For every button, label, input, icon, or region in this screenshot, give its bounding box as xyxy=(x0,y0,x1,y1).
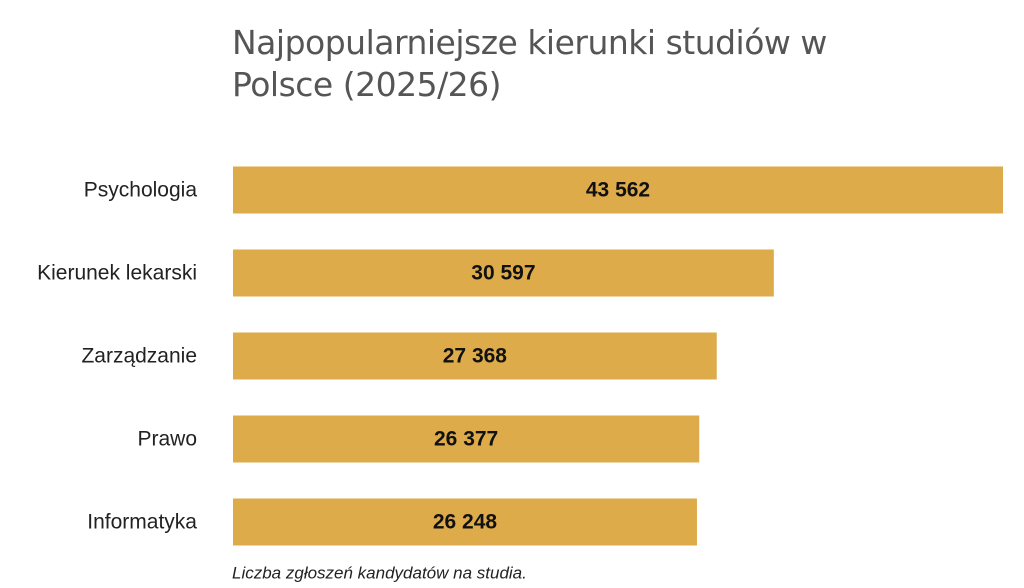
value-label: 26 377 xyxy=(434,428,498,451)
bar xyxy=(233,415,700,463)
bar xyxy=(233,166,1003,214)
category-label: Kierunek lekarski xyxy=(37,262,197,285)
value-label: 27 368 xyxy=(443,345,508,368)
bar xyxy=(233,498,697,546)
bar xyxy=(233,249,774,297)
footnote: Liczba zgłoszeń kandydatów na studia. xyxy=(232,563,527,582)
category-label: Informatyka xyxy=(87,511,197,534)
category-label: Zarządzanie xyxy=(81,345,197,368)
chart-title: Najpopularniejsze kierunki studiów w Pol… xyxy=(232,23,827,104)
category-label: Prawo xyxy=(137,428,197,451)
category-label: Psychologia xyxy=(84,179,198,202)
bar xyxy=(233,332,717,380)
value-label: 26 248 xyxy=(433,511,498,534)
value-label: 30 597 xyxy=(471,262,535,285)
value-label: 43 562 xyxy=(586,179,650,202)
